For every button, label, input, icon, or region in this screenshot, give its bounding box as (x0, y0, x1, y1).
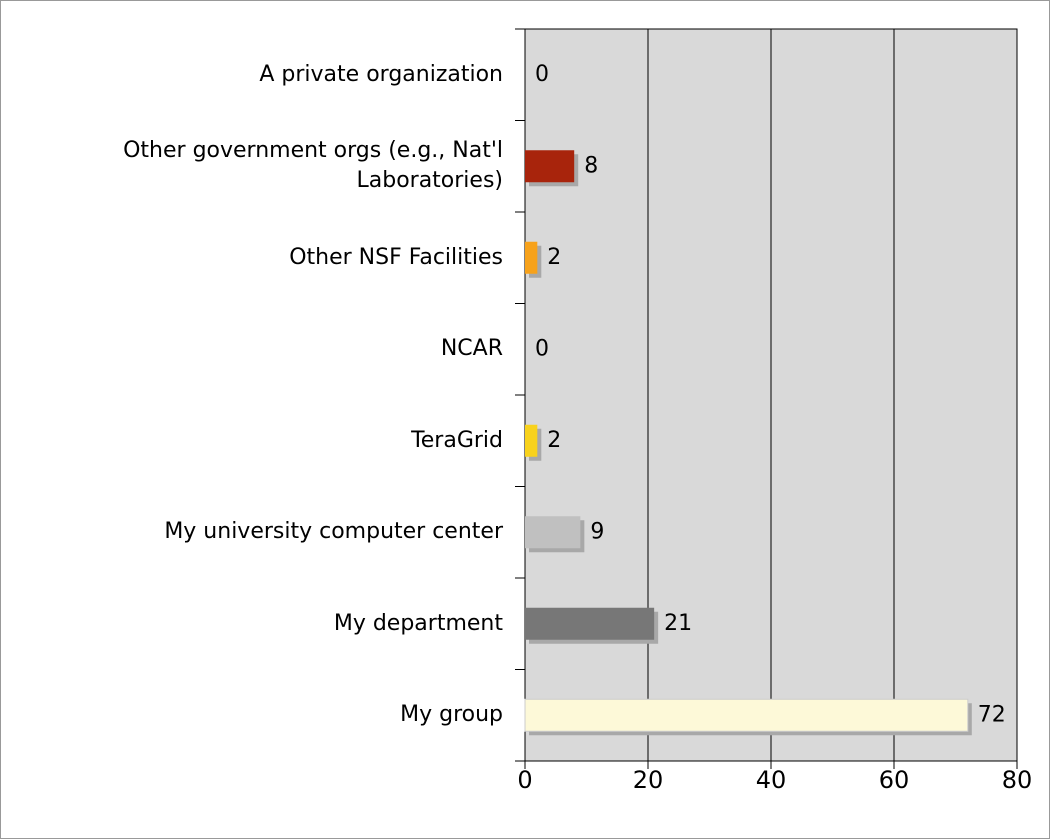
y-tick-label: My university computer center (164, 519, 503, 545)
value-label: 8 (584, 153, 598, 178)
y-tick-label: Other government orgs (e.g., Nat'l Labor… (123, 138, 503, 194)
y-tick-label: My department (333, 610, 503, 636)
bar (525, 424, 538, 457)
bar (525, 516, 581, 549)
y-tick-label: A private organization (259, 61, 503, 87)
plot-border (524, 28, 1018, 762)
bar (525, 607, 655, 640)
x-tick-label: 60 (879, 766, 910, 794)
value-label: 72 (978, 702, 1006, 727)
y-tick-label: My group (400, 702, 503, 728)
value-label: 21 (664, 611, 692, 636)
x-tick-label: 0 (517, 766, 532, 794)
bar (525, 241, 538, 274)
y-tick-label: NCAR (440, 336, 503, 362)
bar (525, 150, 575, 183)
bar (524, 698, 969, 732)
x-tick-label: 40 (756, 766, 787, 794)
x-tick-label: 20 (633, 766, 664, 794)
value-label: 0 (535, 336, 549, 361)
x-tick-label: 80 (1002, 766, 1033, 794)
value-label: 0 (535, 62, 549, 87)
value-label: 2 (547, 245, 561, 270)
value-label: 2 (547, 428, 561, 453)
value-label: 9 (590, 519, 604, 544)
y-tick-label: TeraGrid (411, 427, 503, 453)
y-tick-label: Other NSF Facilities (289, 244, 503, 270)
